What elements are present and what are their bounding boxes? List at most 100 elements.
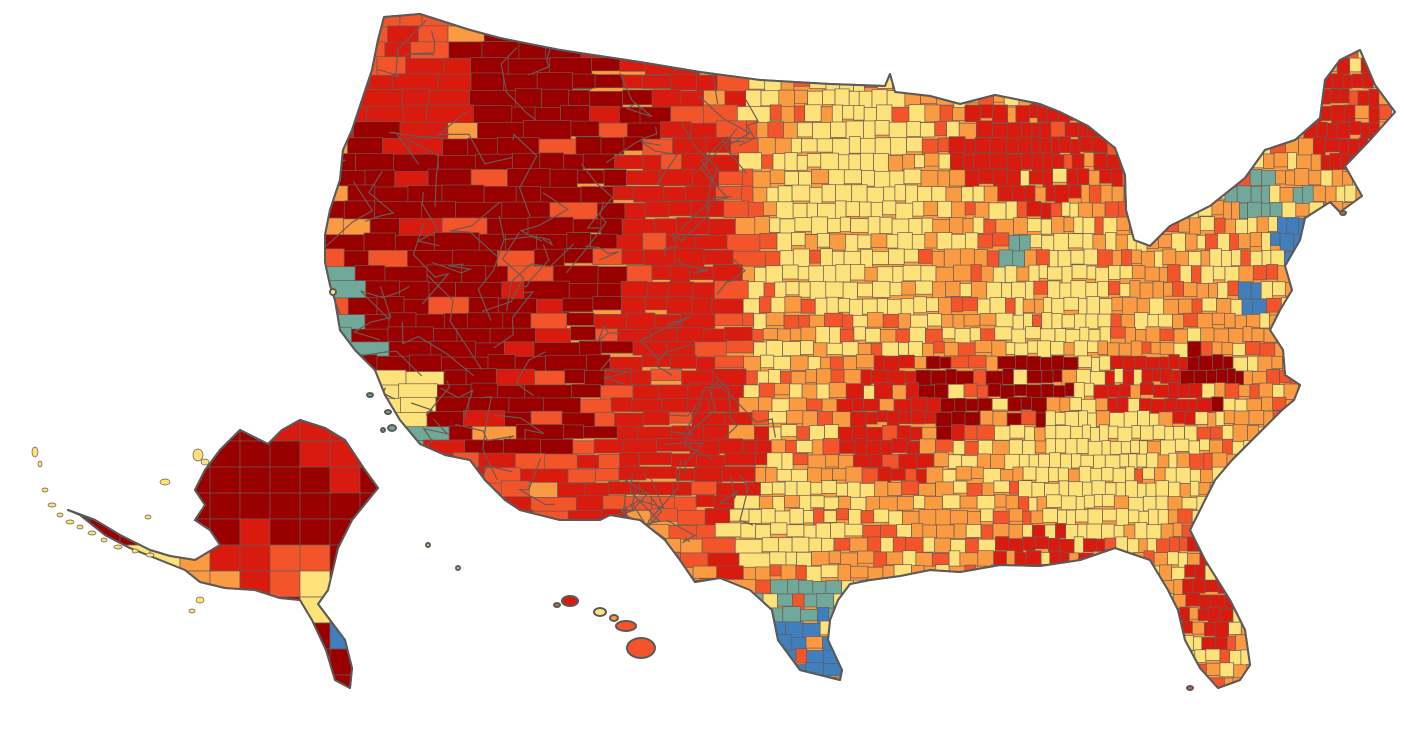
county-cell [925, 355, 941, 370]
county-cell [920, 265, 937, 283]
county-cell [1302, 453, 1316, 466]
county-cell [610, 397, 633, 412]
county-cell [1086, 265, 1097, 280]
county-cell [819, 620, 834, 636]
county-cell [875, 607, 893, 623]
county-cell [1390, 200, 1395, 221]
county-cell [325, 57, 348, 83]
island [47, 502, 57, 508]
county-cell [739, 593, 754, 607]
county-cell [1246, 398, 1262, 413]
county-cell [1329, 412, 1341, 429]
county-cell [953, 264, 972, 282]
county-cell [859, 201, 872, 218]
county-cell [798, 281, 811, 298]
county-cell [1368, 106, 1380, 123]
county-cell [1302, 495, 1315, 514]
county-cell [762, 328, 779, 340]
county-cell [758, 382, 775, 398]
county-cell [918, 636, 935, 655]
county-cell [941, 578, 959, 597]
county-cell [913, 592, 929, 611]
county-cell [691, 593, 714, 613]
county-cell [768, 369, 781, 384]
county-cell [1249, 169, 1263, 187]
county-cell [1168, 354, 1180, 370]
region-alaska [31, 419, 379, 689]
county-cell [572, 73, 596, 89]
county-cell [990, 564, 1006, 582]
county-boundary [376, 20, 427, 77]
county-cell [1281, 440, 1296, 458]
county-cell [943, 26, 961, 41]
county-cell [1070, 249, 1085, 265]
county-cell [891, 438, 908, 453]
county-cell [829, 326, 841, 345]
county-cell [1211, 396, 1224, 412]
county-cell [1197, 678, 1211, 688]
county-cell [1279, 232, 1294, 251]
county-cell [1319, 551, 1330, 566]
county-cell [782, 24, 797, 40]
county-cell [612, 185, 635, 201]
county-cell [863, 398, 880, 412]
county-cell [1022, 298, 1036, 313]
county-cell [1346, 327, 1359, 341]
county-cell [816, 138, 834, 153]
county-cell [1099, 424, 1109, 443]
county-cell [701, 537, 736, 554]
county-cell [491, 550, 519, 576]
county-cell [756, 122, 769, 140]
county-cell [847, 635, 865, 652]
county-cell [685, 186, 717, 202]
county-cell [1387, 25, 1395, 40]
county-cell [1247, 89, 1262, 109]
county-cell [1373, 216, 1388, 230]
county-cell [972, 580, 986, 594]
county-cell [794, 89, 808, 104]
county-cell [928, 580, 943, 596]
county-cell [1156, 538, 1170, 554]
county-cell [879, 398, 895, 412]
county-cell [1358, 249, 1370, 266]
county-cell [1351, 382, 1367, 396]
county-cell [928, 59, 946, 79]
island [87, 530, 97, 536]
county-cell [1302, 342, 1315, 360]
county-cell [1042, 508, 1058, 523]
county-cell [1246, 678, 1257, 688]
county-cell [1386, 14, 1395, 31]
county-cell [823, 663, 842, 677]
county-cell [1055, 523, 1067, 539]
island [65, 519, 75, 525]
county-cell [1079, 25, 1094, 46]
county-cell [692, 678, 720, 688]
county-cell [911, 410, 925, 425]
county-cell [1372, 280, 1388, 296]
county-cell [1055, 438, 1067, 454]
county-cell [584, 369, 606, 387]
county-cell [865, 411, 878, 425]
county-cell [723, 200, 749, 218]
county-cell [1021, 152, 1033, 170]
county-cell [660, 121, 692, 139]
county-cell [1389, 566, 1395, 579]
county-cell [1377, 494, 1392, 509]
county-cell [806, 153, 822, 168]
county-cell [963, 620, 976, 638]
county-cell [771, 676, 785, 688]
county-cell [796, 155, 808, 171]
county-boundary [410, 140, 439, 208]
county-cell [1355, 313, 1366, 331]
county-cell [1267, 426, 1280, 442]
county-cell [922, 536, 936, 553]
county-cell [949, 217, 964, 235]
county-cell [735, 217, 756, 236]
county-cell [1131, 425, 1141, 439]
county-cell [1320, 106, 1333, 121]
county-cell [972, 185, 985, 203]
county-cell [1166, 648, 1178, 662]
county-cell [370, 634, 396, 656]
county-cell [1210, 426, 1223, 440]
county-cell [1300, 523, 1311, 542]
